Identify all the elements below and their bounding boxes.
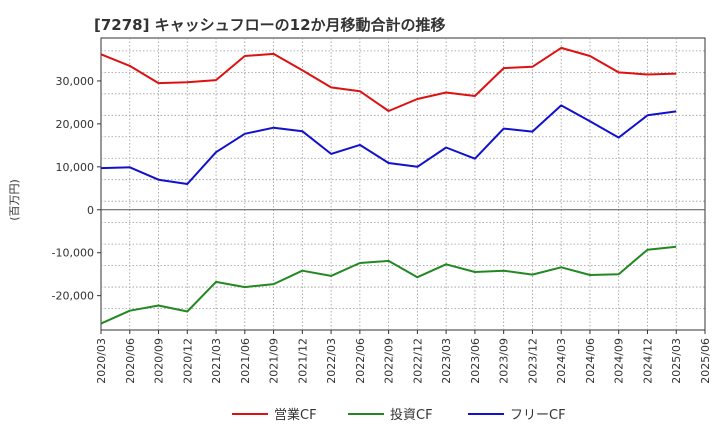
legend: 営業CF 投資CF フリーCF bbox=[232, 407, 566, 423]
x-axis: 2020/03 2020/06 2020/09 2020/12 2021/03 2021/… bbox=[95, 330, 712, 384]
x-tick-label: 2020/03 bbox=[95, 338, 108, 384]
x-tick-label: 2021/03 bbox=[210, 338, 223, 384]
y-tick-label: 30,000 bbox=[56, 75, 95, 88]
x-tick-label: 2024/12 bbox=[641, 338, 654, 384]
x-tick-label: 2021/09 bbox=[268, 338, 281, 384]
x-tick-label: 2020/12 bbox=[181, 338, 194, 384]
y-axis-label: (百万円) bbox=[8, 179, 21, 221]
y-tick-label: 20,000 bbox=[56, 118, 95, 131]
chart-title: [7278] キャッシュフローの12か月移動合計の推移 bbox=[94, 16, 446, 34]
x-tick-label: 2023/12 bbox=[526, 338, 539, 384]
x-tick-label: 2025/03 bbox=[670, 338, 683, 384]
x-tick-label: 2021/06 bbox=[239, 338, 252, 384]
y-tick-label: -20,000 bbox=[52, 290, 94, 303]
legend-label: フリーCF bbox=[510, 408, 566, 423]
y-tick-label: -10,000 bbox=[52, 247, 94, 260]
x-tick-label: 2023/09 bbox=[498, 338, 511, 384]
x-tick-label: 2021/12 bbox=[296, 338, 309, 384]
series-line-営業CF bbox=[100, 46, 677, 112]
x-tick-label: 2025/06 bbox=[699, 338, 712, 384]
legend-item: フリーCF bbox=[468, 408, 566, 423]
x-tick-label: 2024/06 bbox=[584, 338, 597, 384]
x-tick-label: 2022/09 bbox=[383, 338, 396, 384]
x-tick-label: 2024/09 bbox=[613, 338, 626, 384]
plot-area bbox=[100, 37, 706, 331]
x-tick-label: 2022/12 bbox=[411, 338, 424, 384]
legend-label: 投資CF bbox=[390, 407, 433, 423]
x-tick-label: 2020/09 bbox=[153, 338, 166, 384]
legend-item: 投資CF bbox=[348, 407, 433, 423]
x-tick-label: 2022/06 bbox=[354, 338, 367, 384]
y-axis: -20,000 -10,000 0 10,000 20,000 30,000 bbox=[52, 75, 101, 303]
x-tick-label: 2023/06 bbox=[469, 338, 482, 384]
x-tick-label: 2023/03 bbox=[440, 338, 453, 384]
series-line-投資CF bbox=[100, 245, 677, 325]
series-lines bbox=[100, 46, 677, 325]
y-tick-label: 10,000 bbox=[56, 161, 95, 174]
grid-lines bbox=[101, 38, 705, 330]
y-tick-label: 0 bbox=[87, 204, 94, 217]
x-tick-label: 2020/06 bbox=[124, 338, 137, 384]
x-tick-label: 2024/03 bbox=[555, 338, 568, 384]
series-line-フリーCF bbox=[100, 104, 677, 185]
legend-label: 営業CF bbox=[274, 407, 317, 423]
legend-item: 営業CF bbox=[232, 407, 317, 423]
x-tick-label: 2022/03 bbox=[325, 338, 338, 384]
